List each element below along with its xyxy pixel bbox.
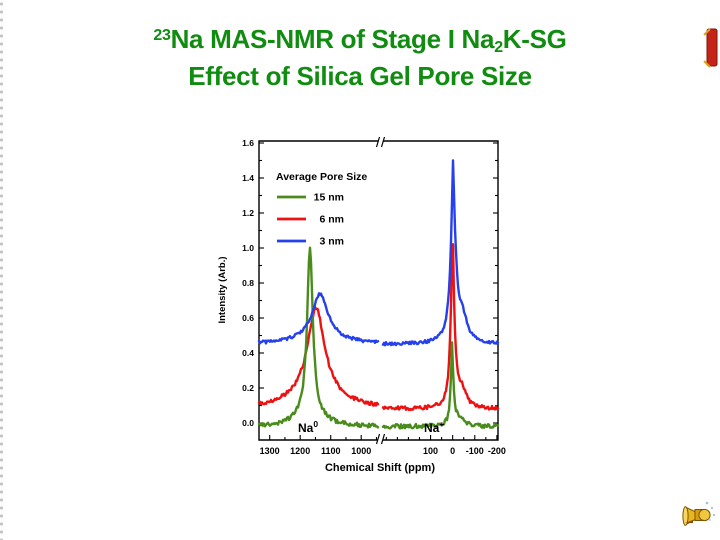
x-tick-label: 1300 bbox=[260, 446, 280, 456]
title-superscript-23: 23 bbox=[153, 27, 171, 44]
slide-left-dotted-border bbox=[0, 0, 3, 540]
y-tick-label: 0.2 bbox=[242, 383, 254, 393]
title-subscript-2: 2 bbox=[494, 39, 503, 56]
y-tick-label: 1.0 bbox=[242, 243, 254, 253]
title-line-1-tail: K-SG bbox=[502, 24, 567, 54]
speaker-icon[interactable] bbox=[681, 497, 717, 533]
annotations: Na0 Na+ bbox=[298, 419, 444, 435]
slide-title: 23Na MAS-NMR of Stage I Na2K-SG Effect o… bbox=[0, 22, 720, 94]
y-tick-label: 1.4 bbox=[242, 173, 254, 183]
y-tick-label: 1.6 bbox=[242, 138, 254, 148]
annotation-Na+: Na+ bbox=[424, 419, 444, 435]
x-axis-title: Chemical Shift (ppm) bbox=[325, 462, 435, 474]
red-media-marker bbox=[703, 27, 720, 69]
y-tick-label: 0.4 bbox=[242, 348, 254, 358]
series-3nm-panel0 bbox=[257, 292, 380, 345]
tick-labels: 0.0 0.2 0.4 0.6 0.8 1.0 1.2 1.4 1.6 1300 1200 1100 1… bbox=[242, 138, 506, 456]
x-tick-label: -200 bbox=[488, 446, 506, 456]
axes-frames bbox=[258, 140, 499, 441]
spectra-curves bbox=[257, 159, 500, 430]
chart-svg: 0.0 0.2 0.4 0.6 0.8 1.0 1.2 1.4 1.6 1300 1200 1100 1… bbox=[217, 136, 506, 474]
axis-break-marks bbox=[375, 136, 386, 445]
y-tick-label: 1.2 bbox=[242, 208, 254, 218]
y-axis-title: Intensity (Arb.) bbox=[217, 256, 228, 323]
series-6nm-panel1 bbox=[381, 243, 500, 412]
legend-label-3nm: 3 nm bbox=[319, 236, 344, 248]
title-line-1: 23Na MAS-NMR of Stage I Na2K-SG bbox=[0, 22, 720, 59]
series-3nm-panel1 bbox=[381, 159, 500, 347]
legend: Average Pore Size 15 nm 6 nm 3 nm bbox=[276, 171, 367, 248]
x-tick-label: -100 bbox=[466, 446, 484, 456]
right-panel-frame bbox=[383, 140, 499, 441]
series-15nm-panel1 bbox=[381, 341, 500, 430]
x-tick-label: 1100 bbox=[321, 446, 341, 456]
left-panel-frame bbox=[258, 140, 378, 441]
legend-title: Average Pore Size bbox=[276, 171, 367, 183]
red-media-marker-icon bbox=[703, 28, 718, 68]
title-line-1-main: Na MAS-NMR of Stage I Na bbox=[170, 24, 495, 54]
nmr-spectra-chart: 0.0 0.2 0.4 0.6 0.8 1.0 1.2 1.4 1.6 1300 1200 1100 1… bbox=[215, 133, 520, 485]
legend-label-6nm: 6 nm bbox=[319, 214, 344, 226]
annotation-Na0: Na0 bbox=[298, 419, 318, 435]
y-tick-label: 0.8 bbox=[242, 278, 254, 288]
legend-label-15nm: 15 nm bbox=[314, 192, 344, 204]
y-tick-label: 0.0 bbox=[242, 418, 254, 428]
title-line-2: Effect of Silica Gel Pore Size bbox=[188, 60, 532, 91]
ticks bbox=[259, 142, 498, 440]
series-6nm-panel0 bbox=[257, 305, 380, 407]
series-15nm-panel0 bbox=[257, 246, 380, 429]
speaker-icon-graphic bbox=[682, 501, 716, 526]
x-tick-label: 1000 bbox=[351, 446, 371, 456]
x-tick-label: 0 bbox=[450, 446, 455, 456]
x-tick-label: 100 bbox=[423, 446, 438, 456]
y-tick-label: 0.6 bbox=[242, 313, 254, 323]
x-tick-label: 1200 bbox=[290, 446, 310, 456]
